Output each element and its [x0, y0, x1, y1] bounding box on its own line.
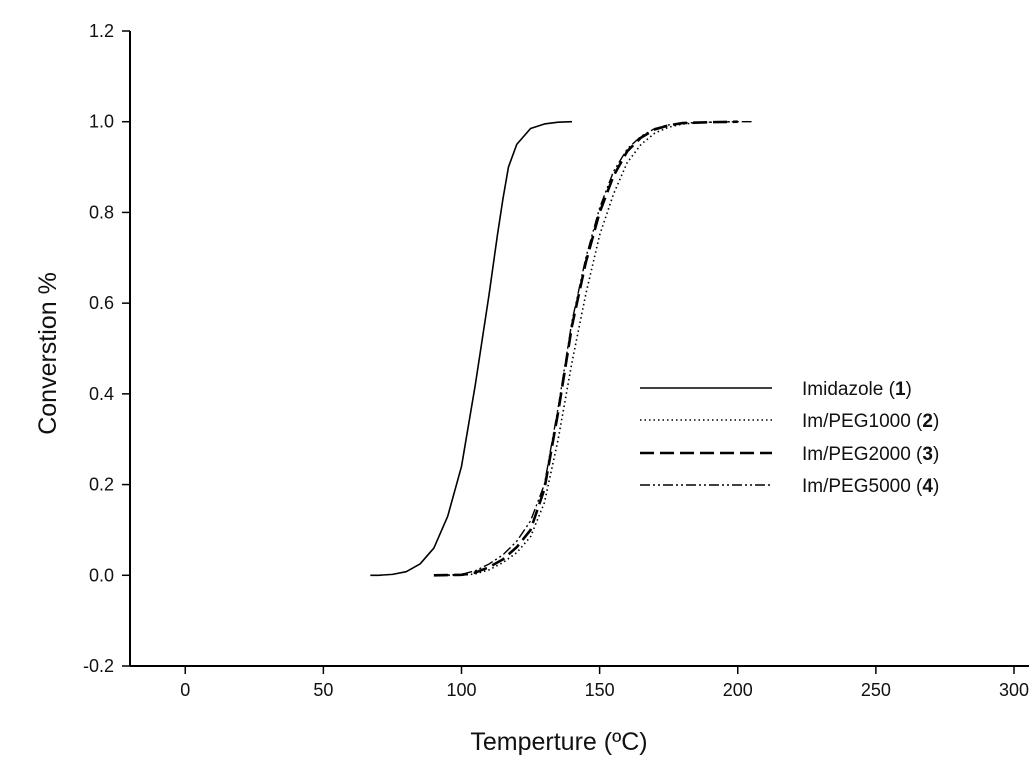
legend-paren-open: (	[911, 444, 923, 465]
legend-paren-open: (	[911, 411, 923, 432]
x-tick-label: 0	[180, 680, 190, 700]
x-tick-label: 100	[446, 680, 476, 700]
x-tick-label: 250	[861, 680, 891, 700]
legend-paren-close: )	[933, 411, 939, 432]
legend: Imidazole (1)Im/PEG1000 (2)Im/PEG2000 (3…	[640, 379, 939, 497]
x-axis-title: Temperture (ºC)	[470, 728, 647, 756]
x-tick-label: 200	[723, 680, 753, 700]
legend-series-number: 2	[922, 411, 933, 432]
y-tick-label: 0.8	[89, 202, 114, 222]
legend-series-name: Imidazole	[802, 379, 883, 400]
y-tick-label: 1.0	[89, 112, 114, 132]
legend-series-number: 1	[895, 379, 906, 400]
x-tick-label: 150	[585, 680, 615, 700]
legend-label-1: Imidazole (1)	[802, 379, 912, 400]
ticks: 0 50 100 150 200 250 300 -0.2 0.0 0.2 0.4 0.6 0.8 1.0…	[83, 21, 1029, 700]
legend-label-3: Im/PEG2000 (3)	[802, 444, 939, 465]
y-tick-label: -0.2	[83, 656, 114, 676]
series-line-2	[439, 120, 738, 577]
legend-label-2: Im/PEG1000 (2)	[802, 411, 939, 432]
x-tick-label: 50	[313, 680, 333, 700]
legend-series-name: Im/PEG2000	[802, 444, 911, 465]
plot-area	[370, 120, 752, 577]
y-tick-label: 0.6	[89, 293, 114, 313]
legend-label-4: Im/PEG5000 (4)	[802, 476, 939, 497]
legend-paren-open: (	[911, 476, 923, 497]
legend-paren-close: )	[906, 379, 912, 400]
series-line-4	[439, 121, 752, 576]
y-tick-label: 0.2	[89, 475, 114, 495]
series-line-1	[370, 120, 573, 577]
y-axis-title: Converstion %	[34, 272, 62, 435]
series-line-3	[433, 120, 738, 577]
legend-series-name: Im/PEG1000	[802, 411, 911, 432]
legend-series-number: 4	[922, 476, 933, 497]
legend-paren-open: (	[883, 379, 895, 400]
x-tick-label: 300	[999, 680, 1029, 700]
legend-series-name: Im/PEG5000	[802, 476, 911, 497]
legend-series-number: 3	[922, 444, 933, 465]
legend-paren-close: )	[933, 444, 939, 465]
y-tick-label: 0.4	[89, 384, 114, 404]
y-tick-label: 1.2	[89, 21, 114, 41]
axes	[129, 31, 1029, 667]
y-tick-label: 0.0	[89, 565, 114, 585]
legend-paren-close: )	[933, 476, 939, 497]
